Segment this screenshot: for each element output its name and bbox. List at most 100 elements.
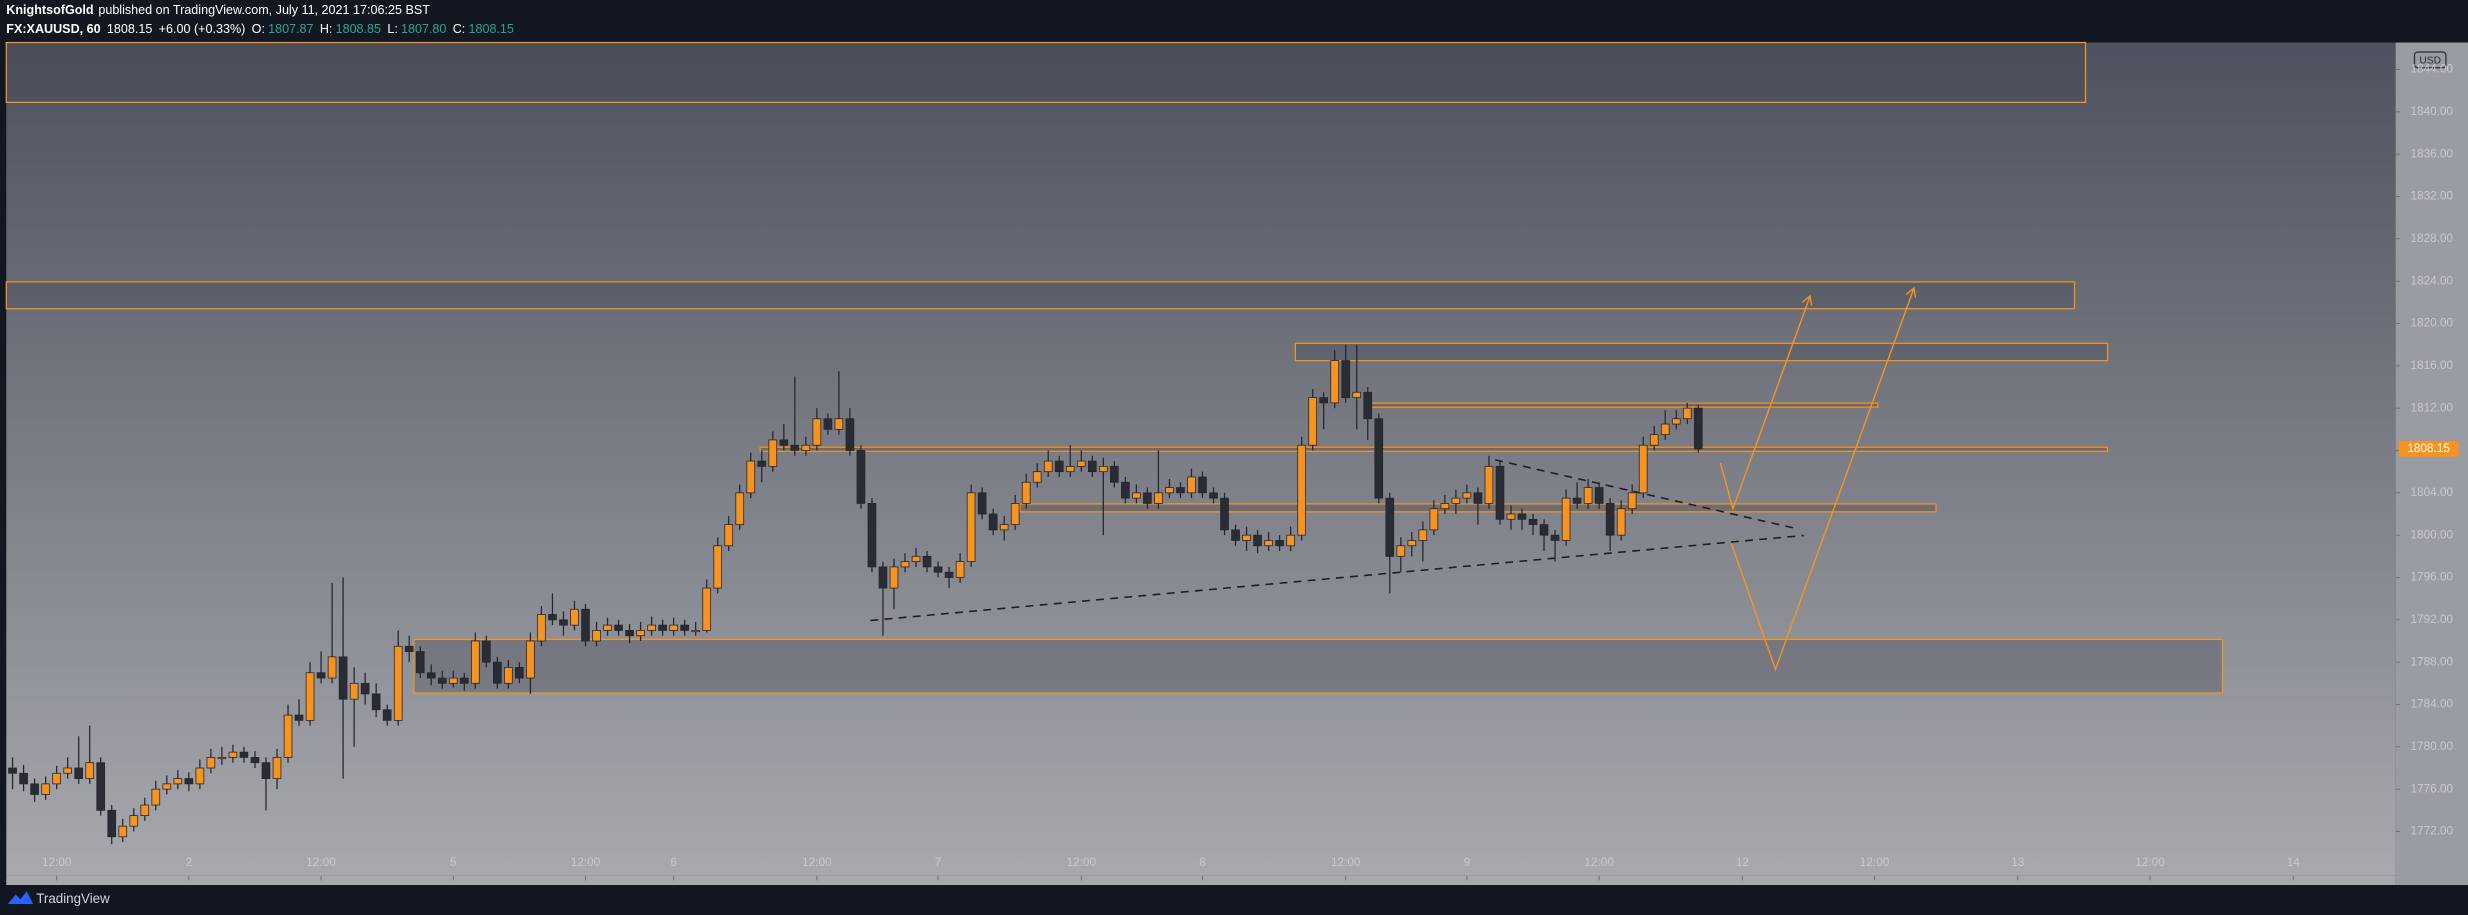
x-tick-label: 12:00 <box>1331 855 1361 869</box>
candle-body <box>1539 524 1549 536</box>
candle-body <box>834 418 844 430</box>
y-tick-label: 1800.00 <box>2410 527 2453 541</box>
candle-body <box>515 667 524 679</box>
candle-body <box>338 656 348 700</box>
candle-body <box>272 757 282 779</box>
candle-body <box>1484 465 1494 504</box>
candle-body <box>8 767 17 774</box>
y-tick-label: 1792.00 <box>2410 612 2453 626</box>
trendline <box>1495 459 1800 530</box>
candle-body <box>1087 460 1097 473</box>
ohlc-value: 1807.80 <box>401 22 446 36</box>
x-tick-label: 12:00 <box>1860 855 1890 869</box>
candle-body <box>1076 460 1086 467</box>
drawings <box>5 41 2224 694</box>
candle-body <box>1275 540 1284 547</box>
candles <box>8 344 1703 845</box>
candle-body <box>1308 397 1317 446</box>
x-tick-label: 9 <box>1464 855 1471 869</box>
zone <box>5 41 2087 103</box>
candle-body <box>448 677 458 684</box>
candle-body <box>1187 476 1196 494</box>
candle-body <box>823 418 833 430</box>
candle-body <box>548 614 557 621</box>
header-bar <box>0 0 2468 43</box>
candle-body <box>162 783 172 790</box>
candle-body <box>96 762 106 811</box>
published: published on TradingView.com, July 11, 2… <box>98 3 430 17</box>
candle-body <box>1264 540 1273 547</box>
candle-body <box>1242 534 1251 541</box>
candle-body <box>614 624 623 631</box>
zone <box>413 638 2224 694</box>
logo <box>7 891 34 904</box>
x-tick-label: 8 <box>1199 855 1206 869</box>
y-tick-label: 1780.00 <box>2410 739 2453 753</box>
candle-body <box>1660 423 1670 436</box>
candle-body <box>1121 481 1130 499</box>
x-tick-label: 13 <box>2011 855 2025 869</box>
x-tick-label: 12:00 <box>802 855 832 869</box>
author: KnightsofGold <box>6 3 93 17</box>
candle-body <box>1451 497 1461 504</box>
y-tick-label: 1816.00 <box>2410 358 2453 372</box>
plot-area <box>6 42 2396 876</box>
candle-body <box>1506 513 1516 520</box>
candle-body <box>107 809 117 838</box>
candle-body <box>790 444 800 451</box>
candle-body <box>19 772 28 785</box>
candle-body <box>1176 487 1185 494</box>
candle-body <box>459 677 469 684</box>
y-tick-label: 1844.00 <box>2410 62 2453 76</box>
candle-body <box>239 751 249 758</box>
candle-body <box>261 762 271 779</box>
arrow-head <box>1905 286 1917 298</box>
y-tick-label: 1796.00 <box>2410 570 2453 584</box>
candle-body <box>1132 492 1141 499</box>
candle-body <box>812 418 822 446</box>
x-tick-label: 12 <box>1736 855 1749 869</box>
candle-body <box>349 682 359 700</box>
y-tick-label: 1840.00 <box>2410 104 2453 118</box>
candle-body <box>1473 492 1483 504</box>
candle-body <box>559 619 568 626</box>
candle-body <box>470 640 480 684</box>
y-tick-label: 1824.00 <box>2410 273 2453 287</box>
candle-body <box>206 757 216 769</box>
ohlc-label: C: <box>453 22 466 36</box>
candle-body <box>1165 487 1174 494</box>
candle-body <box>735 492 745 525</box>
candle-body <box>1110 465 1119 483</box>
candle-body <box>41 783 50 795</box>
currency: USD <box>2419 55 2441 66</box>
candle-body <box>1649 434 1659 446</box>
candle-body <box>1286 534 1295 547</box>
candle-body <box>426 672 436 679</box>
y-tick-label: 1772.00 <box>2410 824 2453 838</box>
price-axis <box>2395 42 2468 886</box>
brand: TradingView <box>36 891 110 906</box>
zone <box>5 281 2076 310</box>
y-tick-label: 1776.00 <box>2410 781 2453 795</box>
symbol: FX:XAUUSD, 60 <box>6 22 100 36</box>
candle-body <box>63 767 72 774</box>
candle-body <box>1550 534 1560 541</box>
x-tick-label: 12:00 <box>2135 855 2165 869</box>
candle-body <box>393 645 403 721</box>
candle-body <box>988 513 998 531</box>
candle-body <box>305 672 315 721</box>
candle-body <box>889 566 899 589</box>
y-tick-label: 1804.00 <box>2410 485 2453 499</box>
candle-body <box>382 709 392 721</box>
candle-body <box>217 757 227 760</box>
x-tick-label: 6 <box>670 855 677 869</box>
candle-body <box>1341 360 1351 398</box>
candle-body <box>1638 444 1648 494</box>
candle-body <box>669 624 678 631</box>
candle-body <box>691 630 701 633</box>
candle-body <box>1407 540 1417 547</box>
y-tick-label: 1784.00 <box>2410 697 2453 711</box>
candle-body <box>1682 407 1692 420</box>
